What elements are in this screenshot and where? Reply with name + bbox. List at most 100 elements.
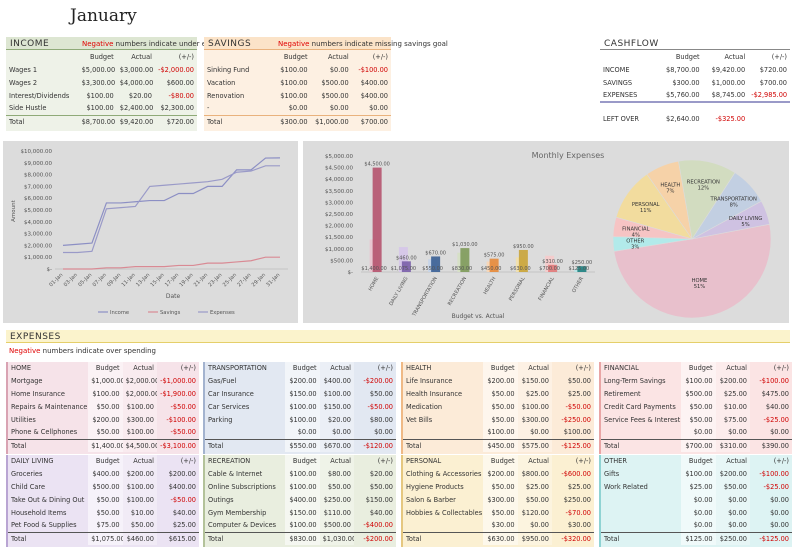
- income-label: INCOME: [10, 39, 50, 49]
- row-label: Child Care: [11, 482, 45, 491]
- row-value: $50.00: [681, 413, 716, 426]
- row-label: [601, 519, 681, 532]
- row-value: $80.00: [319, 467, 354, 480]
- row-value: -$50.00: [170, 402, 196, 411]
- expense-header-row: DAILY LIVING Budget Actual (+/-): [8, 455, 199, 467]
- table-row: $0.00 $0.00 $0.00: [601, 493, 792, 506]
- total-value: $390.00: [749, 438, 792, 452]
- series-line-savings: [63, 256, 280, 270]
- row-value: -$50.00: [565, 402, 591, 411]
- pie-pct: 11%: [640, 208, 652, 214]
- table-row: Take Out & Dining Out $50.00 $100.00 -$50.0…: [8, 493, 199, 506]
- table-row: Utilities $200.00 $300.00 -$100.00: [8, 413, 199, 426]
- series-line-expenses: [63, 165, 280, 254]
- row-value: -$100.00: [759, 469, 789, 478]
- row-label: Interest/Dividends: [9, 91, 70, 100]
- expense-total-row: Total $450.00 $575.00 -$125.00: [403, 438, 594, 452]
- expense-col-header: RECREATION: [208, 457, 251, 465]
- bar-budget-label: $550.00: [422, 266, 443, 272]
- series-line-income: [62, 157, 281, 246]
- expense-col-header: Actual: [122, 362, 157, 374]
- row-label: Utilities: [11, 415, 36, 424]
- row-value: $200.00: [483, 374, 518, 387]
- expense-col-header: Actual: [517, 362, 552, 374]
- row-value: $720.00: [759, 65, 787, 74]
- row-label: Outings: [208, 495, 234, 504]
- row-value: -$100.00: [759, 376, 789, 385]
- total-label: Total: [8, 531, 89, 545]
- cashflow-col-header: [600, 51, 657, 63]
- row-value: $0.00: [288, 104, 308, 113]
- table-row: Computer & Devices $100.00 $500.00 -$400.00: [205, 519, 396, 532]
- row-label: Life Insurance: [406, 376, 453, 385]
- category-label: HOME: [368, 276, 381, 292]
- savings-total-row: Total $300.00 $1,000.00 $700.00: [204, 114, 391, 128]
- row-value: $0.00: [329, 65, 349, 74]
- expense-col-header: FINANCIAL: [604, 364, 639, 372]
- row-label: [601, 506, 681, 519]
- row-label: Gym Membership: [208, 508, 267, 517]
- bar-budget-label: $630.00: [510, 266, 531, 272]
- y-tick-label: $-: [47, 267, 52, 273]
- table-row: Car Services $100.00 $150.00 -$50.00: [205, 400, 396, 413]
- expense-col-header: (+/-): [377, 364, 393, 372]
- row-label: Wages 1: [9, 65, 38, 74]
- row-value: $0.00: [374, 428, 393, 437]
- pie-label: RECREATION: [687, 179, 720, 185]
- row-label: [205, 426, 285, 439]
- table-row: Phone & Cellphones $50.00 $100.00 -$50.00: [8, 426, 199, 439]
- row-value: -$2,000.00: [158, 65, 194, 74]
- row-value: $250.00: [319, 493, 354, 506]
- expense-category-transportation: TRANSPORTATION Budget Actual (+/-) Gas/Fuel $…: [203, 362, 396, 454]
- row-value: -$80.00: [168, 91, 194, 100]
- cashflow-section: CASHFLOW Budget Actual (+/-) INCOME $8,700.0…: [600, 37, 790, 131]
- bar-actual-health: [489, 258, 499, 272]
- table-row: Mortgage $1,000.00 $2,000.00 -$1,000.00: [8, 374, 199, 387]
- row-label: Clothing & Accessories: [406, 469, 482, 478]
- expense-category-personal: PERSONAL Budget Actual (+/-) Clothing & Acce…: [401, 455, 594, 547]
- line-chart-svg: $10,000.00 $9,000.00 $8,000.00 $7,000.00 $6,…: [11, 149, 288, 316]
- expense-category-health: HEALTH Budget Actual (+/-) Life Insurance $20…: [401, 362, 594, 454]
- expense-col-header: Actual: [517, 455, 552, 467]
- row-value: $600.00: [166, 78, 194, 87]
- table-row: $0.00 $0.00 $0.00: [601, 506, 792, 519]
- y-tick-label: $5,000.00: [24, 208, 52, 214]
- expense-header-row: RECREATION Budget Actual (+/-): [205, 455, 396, 467]
- y-tick-label: $1,000.00: [325, 247, 353, 253]
- x-axis-label: Date: [166, 293, 181, 300]
- expense-col-header: HEALTH: [406, 364, 432, 372]
- row-value: $100.00: [86, 104, 114, 113]
- row-value: $100.00: [280, 78, 308, 87]
- row-value: $10.00: [122, 506, 157, 519]
- row-label: [403, 426, 483, 439]
- row-value: $3,300.00: [81, 78, 116, 87]
- row-value: $400.00: [285, 493, 320, 506]
- row-value: -$1,000.00: [160, 376, 196, 385]
- table-row: Clothing & Accessories $200.00 $800.00 -$60…: [403, 467, 594, 480]
- bar-budget-daily-living: [398, 247, 408, 272]
- bar-pie-svg: $5,000.00 $4,500.00 $4,000.00 $3,500.00 $3,0…: [325, 151, 772, 320]
- row-value: -$70.00: [565, 508, 591, 517]
- row-value: $300.00: [122, 413, 157, 426]
- row-label: Medication: [406, 402, 443, 411]
- pie-pct: 4%: [632, 232, 640, 238]
- bar-actual-home: [372, 167, 382, 272]
- expense-col-header: (+/-): [575, 364, 591, 372]
- expense-table: TRANSPORTATION Budget Actual (+/-) Gas/Fuel $…: [205, 362, 396, 452]
- expense-header-row: TRANSPORTATION Budget Actual (+/-): [205, 362, 396, 374]
- row-value: $200.00: [168, 469, 196, 478]
- bar-actual-label: $950.00: [513, 244, 534, 250]
- savings-header-row: Budget Actual (+/-): [204, 51, 391, 63]
- income-col-header: (+/-): [178, 53, 194, 61]
- y-tick-label: $10,000.00: [21, 149, 53, 155]
- table-row: EXPENSES $5,760.00 $8,745.00 -$2,985.00: [600, 89, 790, 103]
- row-value: $20.00: [319, 413, 354, 426]
- leftover-value: -$325.00: [715, 114, 746, 123]
- total-value: -$125.00: [749, 531, 792, 545]
- table-row: Health Insurance $50.00 $25.00 $25.00: [403, 387, 594, 400]
- total-label: Total: [601, 438, 682, 452]
- row-value: $100.00: [280, 65, 308, 74]
- row-value: $150.00: [365, 495, 393, 504]
- table-row: Wages 1 $5,000.00 $3,000.00 -$2,000.00: [6, 63, 197, 76]
- table-row: $30.00 $0.00 $30.00: [403, 519, 594, 532]
